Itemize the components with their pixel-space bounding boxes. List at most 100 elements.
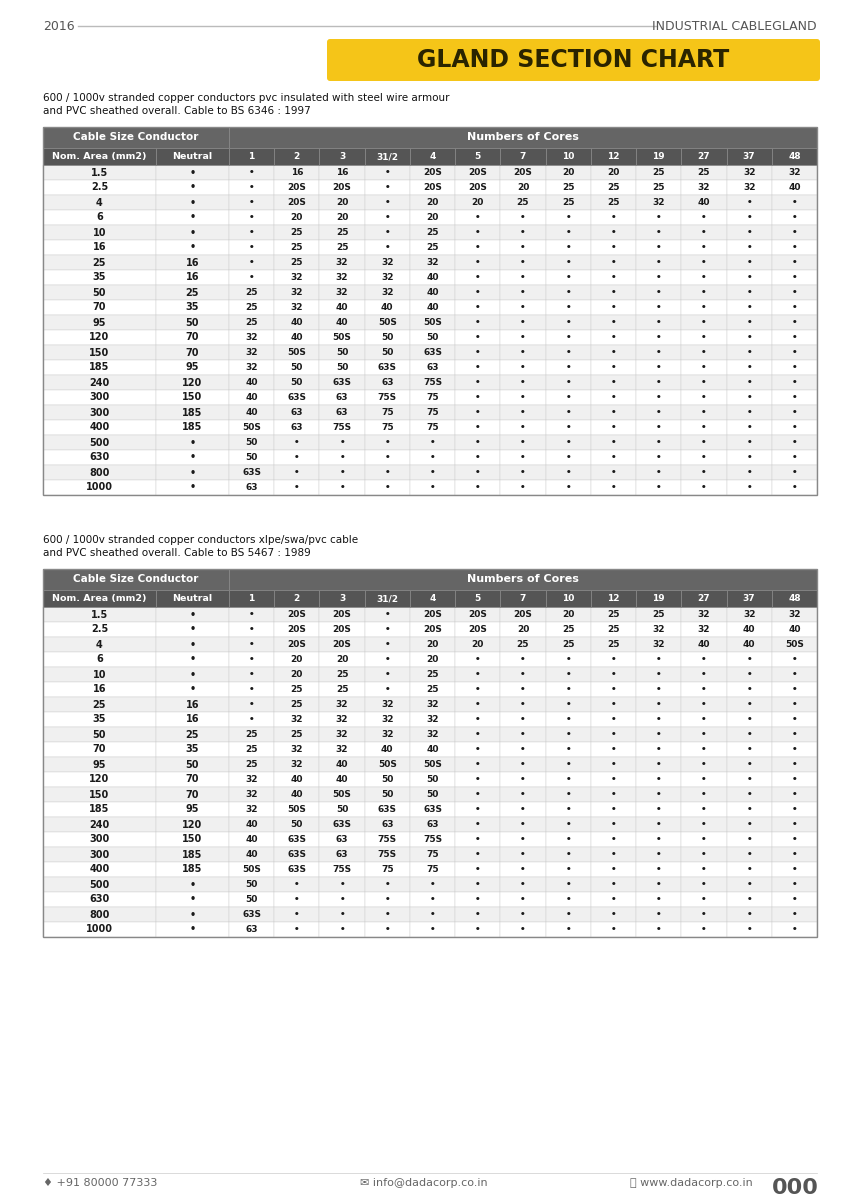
Text: 50: 50: [291, 820, 303, 829]
Bar: [727, 832, 772, 847]
Bar: [501, 450, 546, 465]
Text: Nom. Area (mm2): Nom. Area (mm2): [52, 594, 147, 603]
Bar: [727, 877, 772, 892]
Text: •: •: [294, 880, 300, 889]
Text: •: •: [791, 288, 797, 297]
Bar: [546, 435, 591, 450]
Bar: [43, 757, 156, 772]
Text: •: •: [610, 700, 616, 709]
Bar: [43, 569, 817, 938]
Bar: [636, 195, 682, 210]
Bar: [365, 435, 410, 450]
Bar: [43, 667, 156, 682]
Bar: [682, 772, 727, 787]
Text: 32: 32: [246, 363, 258, 371]
Bar: [156, 712, 229, 727]
Text: •: •: [701, 333, 706, 343]
Text: 150: 150: [183, 834, 202, 845]
Text: •: •: [565, 820, 571, 829]
Bar: [682, 817, 727, 832]
Bar: [320, 465, 365, 480]
Bar: [501, 817, 546, 832]
Bar: [772, 148, 817, 165]
Bar: [591, 787, 636, 802]
Text: 25: 25: [336, 243, 348, 252]
Bar: [410, 285, 455, 300]
Text: 2: 2: [294, 151, 300, 161]
Bar: [501, 908, 546, 922]
Text: 32: 32: [291, 303, 303, 313]
Bar: [275, 862, 320, 877]
Text: 32: 32: [381, 288, 394, 297]
Bar: [410, 697, 455, 712]
Bar: [591, 315, 636, 331]
Bar: [772, 892, 817, 908]
Text: Cable Size Conductor: Cable Size Conductor: [73, 132, 199, 143]
Text: •: •: [746, 670, 752, 679]
Text: •: •: [384, 483, 390, 492]
Text: 50S: 50S: [378, 319, 397, 327]
Text: 27: 27: [698, 151, 711, 161]
Text: 32: 32: [246, 333, 258, 343]
Bar: [636, 465, 682, 480]
Bar: [455, 225, 501, 240]
Text: 800: 800: [89, 910, 110, 920]
Bar: [501, 270, 546, 285]
Bar: [229, 637, 275, 651]
Bar: [229, 345, 275, 361]
Text: •: •: [565, 790, 571, 799]
Bar: [410, 607, 455, 621]
Bar: [682, 195, 727, 210]
Bar: [546, 757, 591, 772]
Text: 25: 25: [562, 625, 575, 633]
Text: •: •: [475, 745, 480, 754]
Text: 185: 185: [89, 804, 110, 815]
Bar: [682, 435, 727, 450]
Text: 20S: 20S: [423, 168, 442, 177]
Text: •: •: [384, 655, 390, 664]
Text: 75: 75: [381, 423, 394, 432]
Text: •: •: [656, 273, 661, 282]
Bar: [546, 405, 591, 419]
Text: 63: 63: [291, 407, 303, 417]
Bar: [591, 389, 636, 405]
Text: •: •: [565, 258, 571, 267]
Text: •: •: [701, 775, 706, 784]
Text: 20: 20: [427, 655, 439, 664]
Bar: [275, 817, 320, 832]
Text: •: •: [701, 805, 706, 814]
Text: 25: 25: [246, 745, 258, 754]
Bar: [501, 637, 546, 651]
Text: 25: 25: [336, 228, 348, 237]
Text: •: •: [791, 258, 797, 267]
Bar: [320, 607, 365, 621]
Text: •: •: [565, 243, 571, 252]
Bar: [410, 742, 455, 757]
Text: 150: 150: [183, 393, 202, 403]
Text: 40: 40: [336, 760, 348, 769]
Text: 32: 32: [291, 745, 303, 754]
Text: •: •: [565, 333, 571, 343]
Bar: [682, 255, 727, 270]
Bar: [43, 165, 156, 180]
Text: 63: 63: [336, 407, 348, 417]
Bar: [682, 757, 727, 772]
Text: •: •: [656, 483, 661, 492]
Bar: [410, 862, 455, 877]
Text: 12: 12: [607, 594, 620, 603]
Text: •: •: [190, 684, 196, 695]
Bar: [410, 757, 455, 772]
Text: 20S: 20S: [287, 198, 306, 207]
Text: •: •: [701, 850, 706, 859]
Text: •: •: [565, 685, 571, 694]
Text: •: •: [430, 926, 435, 934]
Text: •: •: [610, 715, 616, 724]
Text: •: •: [339, 438, 345, 447]
Bar: [727, 285, 772, 300]
Text: •: •: [520, 805, 526, 814]
Text: 3: 3: [339, 151, 345, 161]
Bar: [772, 435, 817, 450]
Bar: [682, 300, 727, 315]
Bar: [682, 607, 727, 621]
Bar: [365, 802, 410, 817]
